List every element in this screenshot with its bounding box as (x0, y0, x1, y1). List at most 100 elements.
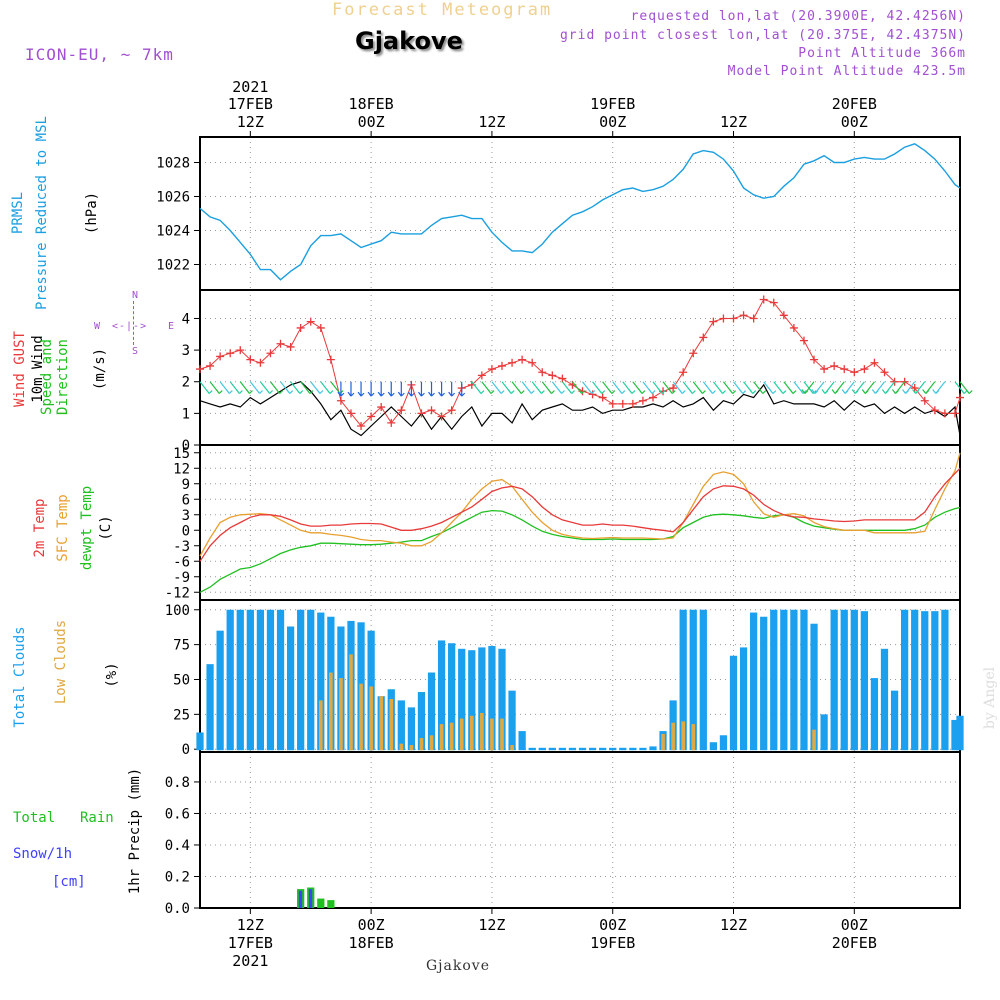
tsfc-line (199, 452, 961, 557)
compass: N <-|-> W E S (92, 290, 182, 360)
gust-marker (236, 346, 245, 355)
wind-direction-arrow (592, 381, 606, 394)
gust-marker (316, 323, 325, 332)
total-cloud-bar (870, 678, 879, 751)
x-tick-hour-bottom: 00Z (841, 916, 868, 934)
wind-direction-arrow (702, 381, 716, 394)
total-cloud-bar (911, 609, 919, 751)
x-tick-date-bottom: 20FEB (832, 934, 877, 952)
gust-marker (417, 409, 426, 418)
wind-direction-arrow (582, 381, 596, 394)
wind-direction-arrow (471, 381, 485, 394)
gust-marker (487, 365, 496, 374)
gust-marker (397, 406, 406, 415)
gust-marker (910, 384, 919, 393)
wind-direction-arrow (672, 381, 686, 394)
panel-frame-wind (199, 289, 961, 446)
x-tick-hour-bottom: 00Z (599, 916, 626, 934)
y-tick-label: 25 (173, 707, 190, 723)
wind-direction-arrow (209, 381, 223, 394)
wind-direction-arrow (851, 381, 865, 394)
wind-direction-arrow (448, 381, 456, 397)
wind-direction-arrow (793, 381, 807, 394)
gust-marker (286, 342, 295, 351)
compass-e: E (168, 321, 175, 332)
wind-direction-arrow (531, 381, 545, 394)
y-tick-label: -12 (165, 585, 190, 601)
wind-direction-arrow (551, 381, 565, 394)
total-cloud-bar (810, 623, 818, 751)
total-cloud-bar (820, 714, 828, 751)
wind-direction-arrow (841, 381, 855, 394)
x-tick-hour-bottom: 12Z (478, 916, 505, 934)
total-cloud-bar (548, 747, 556, 751)
wind-direction-arrow (229, 381, 243, 394)
low-cloud-bar (671, 722, 675, 751)
gust-marker (779, 311, 788, 320)
low-cloud-bar (681, 721, 685, 751)
wind-direction-arrow (932, 381, 946, 394)
wind-direction-arrow (428, 381, 435, 397)
total-cloud-bar (508, 690, 516, 751)
y-tick-label: -9 (173, 570, 190, 586)
y-tick-label: 1028 (156, 156, 190, 172)
total-cloud-bar (458, 648, 466, 751)
y-tick-label: 0.0 (165, 901, 190, 917)
wind-direction-arrow (561, 381, 575, 394)
low-cloud-bar (510, 745, 514, 751)
total-cloud-bar (941, 609, 949, 751)
total-cloud-bar (901, 609, 909, 751)
low-cloud-bar (812, 729, 816, 751)
total-cloud-bar (568, 747, 577, 751)
gust-marker (789, 323, 798, 332)
gust-marker (276, 339, 285, 348)
wind-direction-arrow (881, 381, 896, 394)
dewpt-line (199, 506, 961, 593)
y-tick-label: 1024 (156, 224, 190, 240)
total-cloud-bar (518, 731, 526, 751)
total-cloud-bar (850, 609, 858, 751)
gust-marker (608, 399, 617, 408)
total-cloud-bar (427, 672, 436, 751)
gust-marker (538, 368, 547, 377)
y-tick-label: 0.4 (165, 838, 190, 854)
total-cloud-bar (307, 609, 315, 751)
total-cloud-bar (931, 611, 939, 751)
total-cloud-bar (921, 611, 929, 751)
wind-direction-arrow (491, 381, 505, 394)
wind-direction-arrow (357, 381, 365, 397)
total-cloud-bar (498, 648, 506, 751)
t2m-line (199, 467, 961, 562)
gust-marker (508, 358, 517, 367)
gust-marker (709, 317, 718, 326)
low-cloud-bar (500, 718, 504, 751)
precip-total-label: Total (13, 810, 56, 826)
wind-direction-arrow (458, 381, 466, 397)
gust-marker (226, 349, 235, 358)
gust-marker (930, 406, 939, 415)
wind-direction-arrow (682, 381, 696, 394)
total-cloud-bar (407, 707, 416, 751)
low-cloud-bar (399, 743, 404, 751)
y-tick-label: 12 (173, 461, 190, 477)
snow-unit: [cm] (52, 874, 86, 890)
total-cloud-bar (770, 609, 778, 751)
model-label: ICON-EU, ~ 7km (25, 45, 174, 64)
rain-bar (317, 898, 325, 908)
gust-marker (377, 403, 386, 412)
rain-bar (327, 900, 335, 908)
wind-direction-arrow (602, 381, 616, 394)
gust-marker (497, 361, 506, 370)
wind-direction-arrow (438, 381, 446, 397)
gust-marker (306, 317, 315, 326)
gust-marker (799, 336, 808, 345)
gust-marker (598, 393, 607, 402)
wind-direction-arrow (692, 381, 706, 394)
gust-marker (769, 298, 778, 307)
x-tick-year-bottom: 2021 (232, 952, 268, 970)
wind-direction-arrow (320, 381, 334, 394)
gust-marker (216, 352, 225, 361)
x-tick-date-top: 20FEB (832, 95, 877, 113)
total-cloud-bar (468, 650, 476, 751)
gust-marker (749, 314, 758, 323)
